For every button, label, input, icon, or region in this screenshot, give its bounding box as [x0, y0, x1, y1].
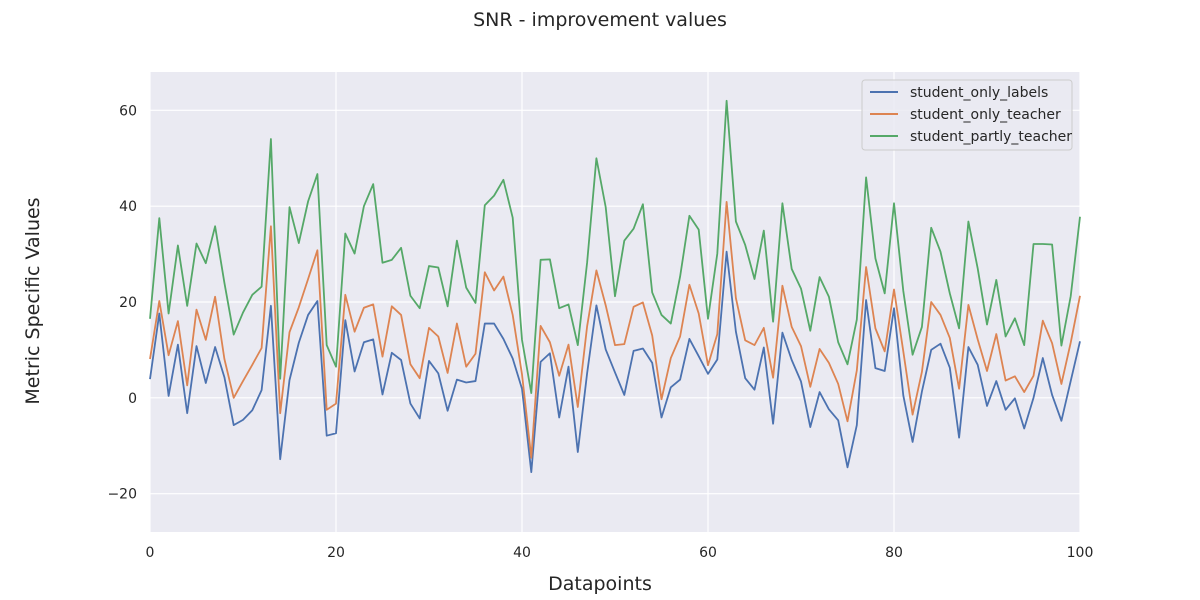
x-tick-label: 20 — [327, 545, 345, 561]
y-axis-label: Metric Specific Values — [22, 197, 44, 404]
legend-label: student_partly_teacher — [910, 129, 1072, 145]
x-tick-label: 0 — [146, 545, 155, 561]
series-line-student-only-teacher — [149, 200, 1081, 459]
y-tick-label: 20 — [119, 295, 137, 311]
legend-label: student_only_labels — [910, 85, 1048, 101]
series-line-student-partly-teacher — [149, 99, 1081, 394]
legend: student_only_labels student_only_teachers… — [861, 79, 1073, 151]
chart-title: SNR - improvement values — [473, 9, 727, 31]
x-axis-label: Datapoints — [548, 573, 652, 595]
y-tick-label: 40 — [119, 199, 137, 215]
x-tick-label: 40 — [513, 545, 531, 561]
x-tick-label: 60 — [699, 545, 717, 561]
x-tick-label: 80 — [885, 545, 903, 561]
y-tick-labels: −20 0 20 40 60 — [107, 103, 137, 502]
legend-label: student_only_teacher — [910, 107, 1061, 123]
series-layer — [149, 99, 1081, 474]
x-tick-label: 100 — [1067, 545, 1094, 561]
y-tick-label: 60 — [119, 103, 137, 119]
y-tick-label: 0 — [128, 391, 137, 407]
x-tick-labels: 0 20 40 60 80 100 — [146, 545, 1094, 561]
series-line-student-only-labels — [149, 250, 1081, 474]
y-tick-label: −20 — [107, 487, 137, 503]
legend-box — [861, 79, 1073, 151]
